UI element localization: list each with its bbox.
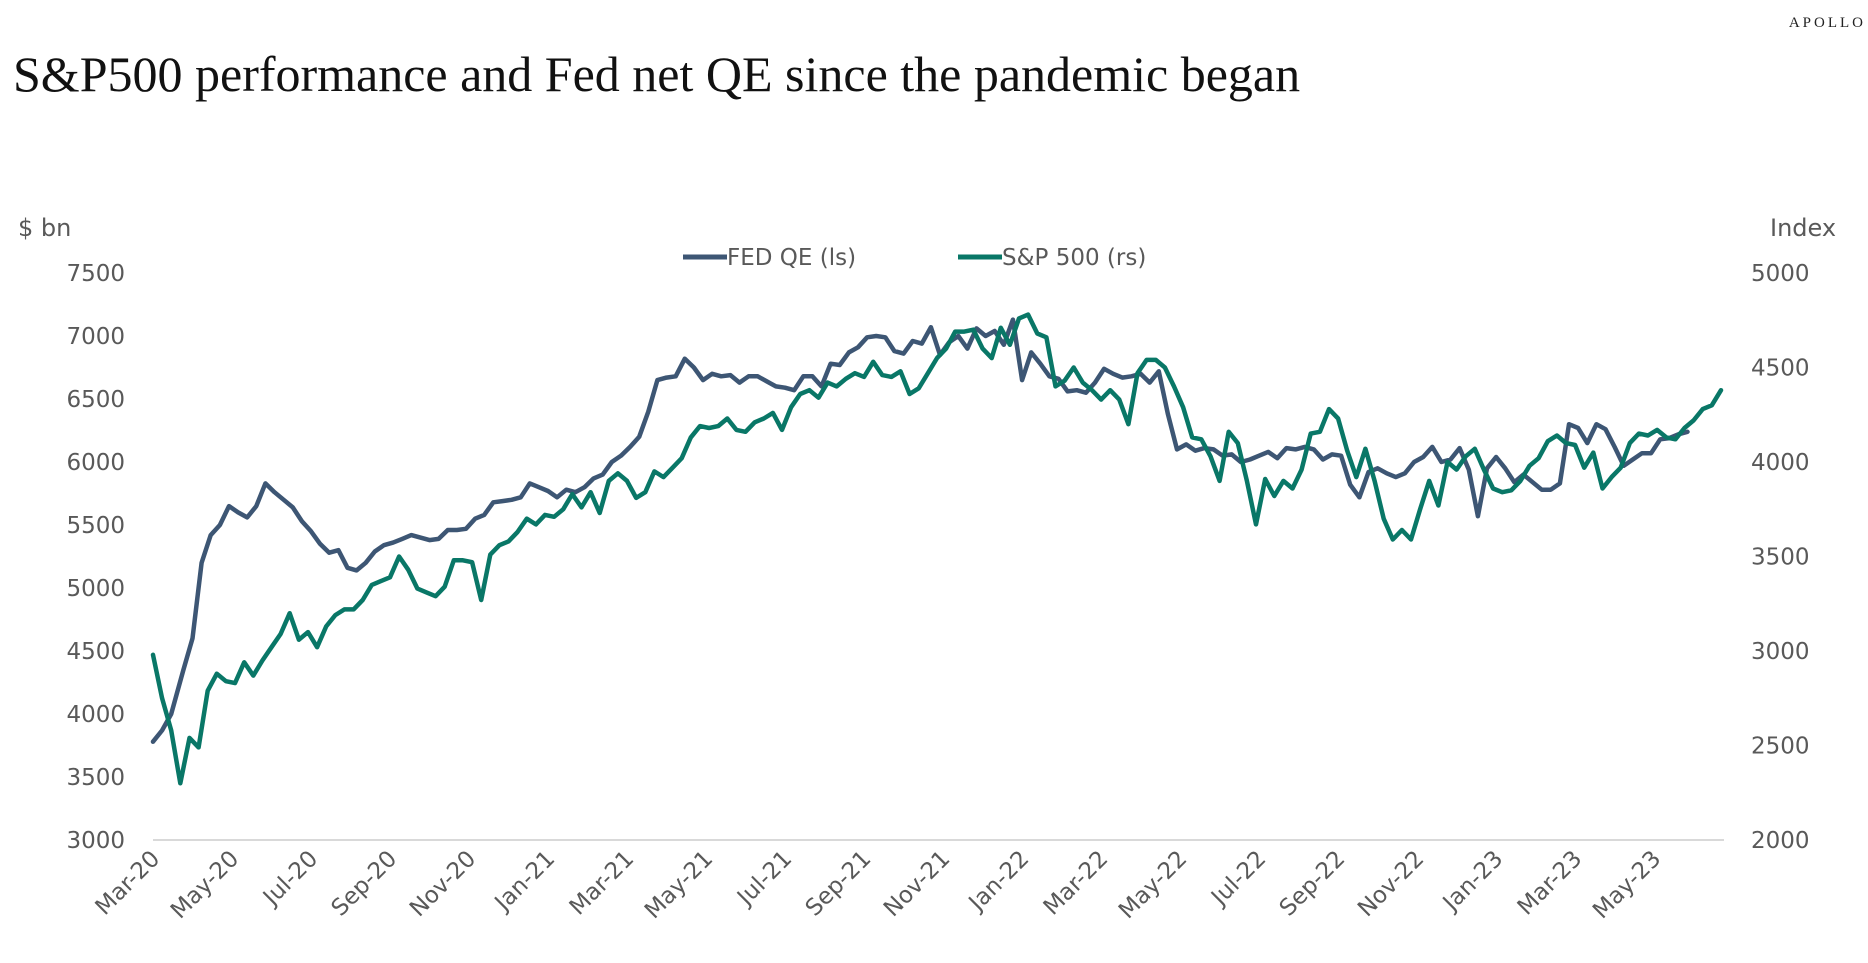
x-tick-label: Jan-22 <box>963 846 1034 917</box>
fed-qe-line <box>150 317 1690 744</box>
legend: FED QE (ls) S&P 500 (rs) <box>683 245 1146 271</box>
x-tick-label: May-22 <box>1114 846 1192 924</box>
x-axis: Mar-20 May-20 Jul-20 Sep-20 Nov-20 Jan-21 Mar-… <box>91 846 1667 924</box>
left-tick-label: 7000 <box>66 324 125 350</box>
x-tick-label: Jan-21 <box>489 846 560 917</box>
left-tick-label: 6000 <box>66 450 125 476</box>
x-tick-label: May-21 <box>640 846 718 924</box>
sp500-line <box>150 312 1724 786</box>
left-axis: 7500 7000 6500 6000 5500 5000 4500 4000 3500 3000 <box>66 261 125 854</box>
plot-area <box>150 312 1724 786</box>
right-axis-unit: Index <box>1770 214 1836 242</box>
right-tick-label: 2500 <box>1751 734 1810 760</box>
left-tick-label: 3000 <box>66 828 125 854</box>
legend-label: S&P 500 (rs) <box>1002 245 1146 271</box>
right-axis: 5000 4500 4000 3500 3000 2500 2000 <box>1751 261 1810 854</box>
x-tick-label: Jul-21 <box>731 846 797 912</box>
x-tick-label: Sep-22 <box>1275 846 1351 922</box>
left-tick-label: 4500 <box>66 639 125 665</box>
left-tick-label: 5000 <box>66 576 125 602</box>
right-tick-label: 2000 <box>1751 828 1810 854</box>
brand-logo: APOLLO <box>1788 15 1866 31</box>
x-tick-label: Jul-22 <box>1205 846 1271 912</box>
left-tick-label: 6500 <box>66 387 125 413</box>
right-tick-label: 3000 <box>1751 639 1810 665</box>
right-tick-label: 3500 <box>1751 545 1810 571</box>
x-tick-label: May-20 <box>166 846 244 924</box>
right-tick-label: 5000 <box>1751 261 1810 287</box>
x-tick-label: Nov-22 <box>1353 846 1429 922</box>
right-tick-label: 4000 <box>1751 450 1810 476</box>
chart-title: S&P500 performance and Fed net QE since … <box>13 46 1301 102</box>
x-tick-label: Mar-21 <box>565 846 640 921</box>
x-tick-label: Nov-21 <box>879 846 955 922</box>
x-tick-label: Jan-23 <box>1437 846 1508 917</box>
left-tick-label: 4000 <box>66 702 125 728</box>
x-tick-label: May-23 <box>1588 846 1666 924</box>
x-tick-label: Sep-20 <box>327 846 403 922</box>
x-tick-label: Nov-20 <box>405 846 481 922</box>
x-tick-label: Sep-21 <box>801 846 877 922</box>
x-tick-label: Mar-20 <box>91 846 166 921</box>
left-tick-label: 7500 <box>66 261 125 287</box>
right-tick-label: 4500 <box>1751 356 1810 382</box>
legend-label: FED QE (ls) <box>727 245 856 271</box>
x-tick-label: Mar-23 <box>1513 846 1588 921</box>
left-tick-label: 5500 <box>66 513 125 539</box>
left-axis-unit: $ bn <box>18 214 71 242</box>
x-tick-label: Mar-22 <box>1039 846 1114 921</box>
left-tick-label: 3500 <box>66 765 125 791</box>
x-tick-label: Jul-20 <box>257 846 323 912</box>
